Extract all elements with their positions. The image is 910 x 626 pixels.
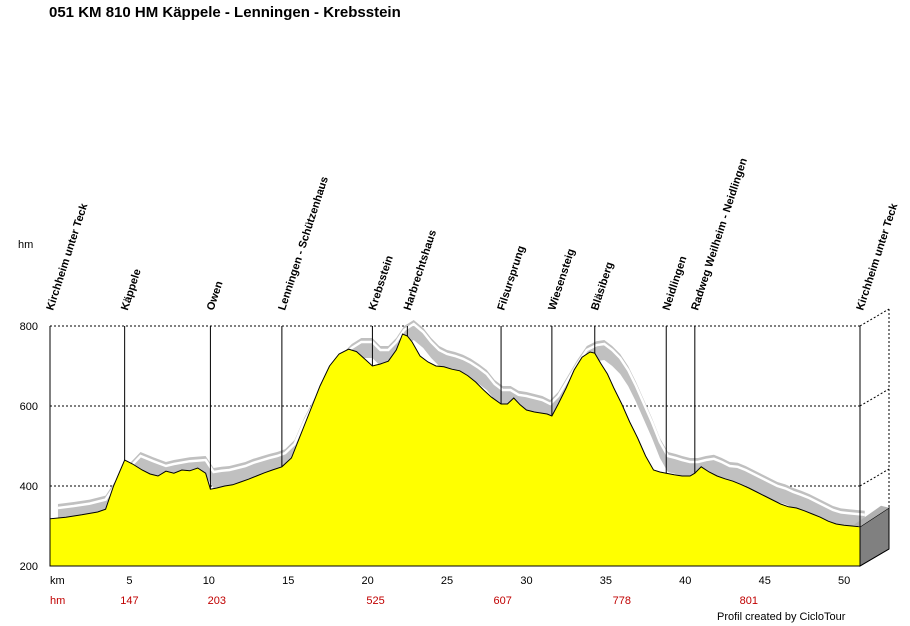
axis-layer: 200 400 600 800 hm km 5 10 15 20 25 30 35 40 45 50 hm 147…: [18, 239, 890, 607]
y-tick-label-400: 400: [20, 481, 38, 493]
y-tick-label-600: 600: [20, 401, 38, 413]
x-axis-label: km: [50, 575, 65, 587]
climb-value-2: 525: [366, 595, 384, 607]
x-tick-label-15: 15: [282, 575, 294, 587]
waypoint-label-7: Wiesensteig: [546, 247, 577, 312]
x-tick-label-50: 50: [838, 575, 850, 587]
gradient-band-layer: [57, 320, 865, 531]
x-tick-label-5: 5: [126, 575, 132, 587]
waypoint-label-2: Owen: [205, 279, 226, 311]
page-title: 051 KM 810 HM Käppele - Lenningen - Kreb…: [49, 4, 401, 21]
x-tick-label-25: 25: [441, 575, 453, 587]
waypoint-label-11: Kirchheim unter Teck: [854, 201, 900, 312]
climb-value-0: 147: [120, 595, 138, 607]
waypoint-label-8: Bläsiberg: [589, 261, 616, 312]
gridline-depth-600: [859, 388, 890, 407]
waypoint-label-3: Lenningen - Schützenhaus: [276, 175, 331, 312]
climb-value-3: 607: [493, 595, 511, 607]
x-tick-label-35: 35: [600, 575, 612, 587]
waypoint-label-0: Kirchheim unter Teck: [44, 201, 90, 312]
gradient-band: [57, 320, 865, 531]
climb-row-label: hm: [50, 595, 65, 607]
x-tick-label-30: 30: [520, 575, 532, 587]
profile-area: [49, 333, 861, 567]
waypoint-label-4: Krebsstein: [367, 254, 396, 312]
climb-value-5: 801: [740, 595, 758, 607]
profile-end-top: [854, 505, 889, 527]
climb-value-4: 778: [613, 595, 631, 607]
x-tick-label-10: 10: [203, 575, 215, 587]
y-axis-label: hm: [18, 239, 33, 251]
waypoint-label-9: Neidlingen: [661, 254, 690, 311]
x-tick-label-20: 20: [362, 575, 374, 587]
waypoint-label-10: Radweg Weilheim - Neidlingen: [689, 156, 750, 311]
gridline-depth-800: [859, 308, 890, 327]
credit-text: Profil created by CicloTour: [717, 611, 846, 623]
gradient-band-line: [57, 322, 865, 517]
waypoint-label-6: Filsursprung: [495, 244, 527, 312]
x-tick-label-40: 40: [679, 575, 691, 587]
gridline-depth-400: [859, 468, 890, 487]
waypoint-label-1: Käppele: [119, 268, 144, 312]
x-tick-label-45: 45: [759, 575, 771, 587]
climb-value-1: 203: [208, 595, 226, 607]
waypoint-label-5: Harbrechtshaus: [402, 229, 439, 312]
y-tick-label-800: 800: [20, 321, 38, 333]
x-axis-depth: [859, 548, 890, 567]
y-tick-label-200: 200: [20, 561, 38, 573]
